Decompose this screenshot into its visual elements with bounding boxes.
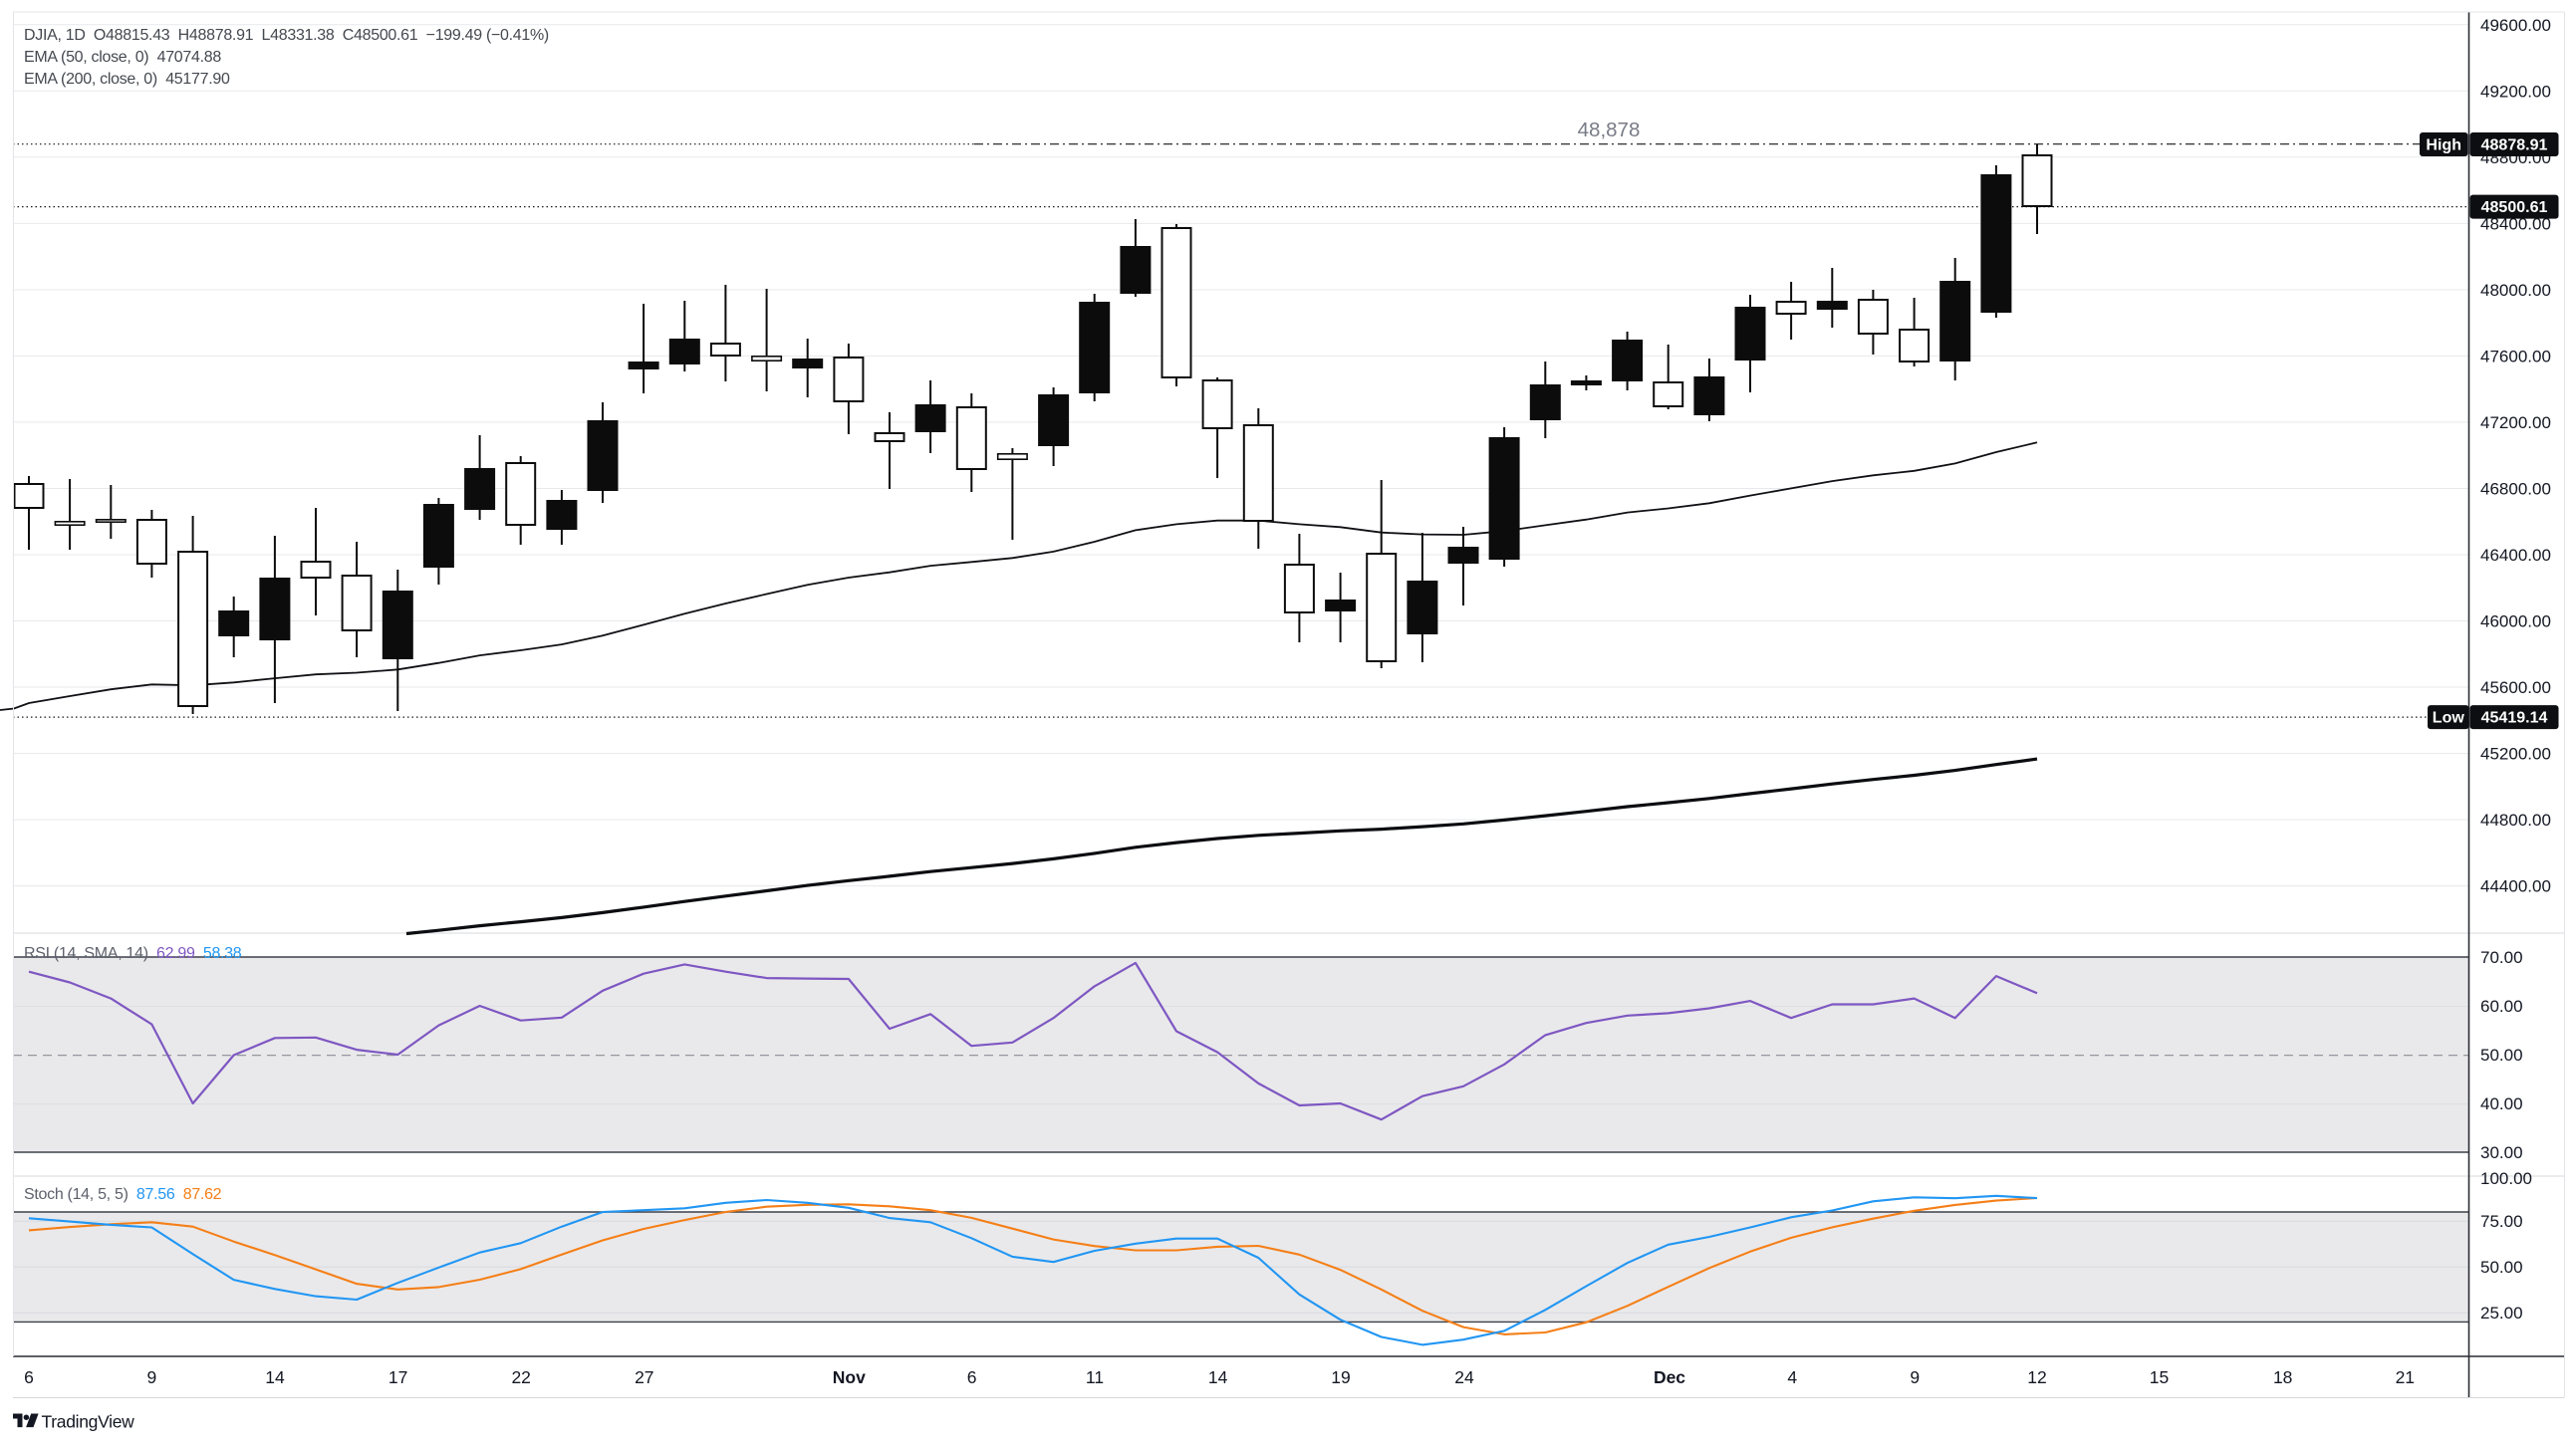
svg-text:49600.00: 49600.00 (2480, 16, 2551, 35)
svg-text:45419.14: 45419.14 (2481, 710, 2548, 727)
svg-text:40.00: 40.00 (2480, 1094, 2523, 1113)
svg-text:EMA (50, close, 0) 47074.88: EMA (50, close, 0) 47074.88 (24, 49, 221, 66)
svg-text:15: 15 (2150, 1367, 2169, 1387)
svg-text:14: 14 (1208, 1367, 1228, 1387)
svg-text:46400.00: 46400.00 (2480, 546, 2551, 565)
svg-text:4: 4 (1787, 1367, 1797, 1387)
svg-text:46800.00: 46800.00 (2480, 480, 2551, 499)
svg-text:21: 21 (2396, 1367, 2415, 1387)
svg-text:48,878: 48,878 (1578, 119, 1641, 141)
svg-text:49200.00: 49200.00 (2480, 82, 2551, 101)
svg-text:47200.00: 47200.00 (2480, 413, 2551, 432)
svg-text:17: 17 (388, 1367, 407, 1387)
svg-text:RSI (14, SMA, 14) 62.99 58.3: RSI (14, SMA, 14) 62.99 58.38 (24, 945, 242, 962)
svg-text:100.00: 100.00 (2480, 1169, 2532, 1188)
svg-text:48878.91: 48878.91 (2481, 137, 2548, 154)
svg-text:EMA (200, close, 0) 45177.90: EMA (200, close, 0) 45177.90 (24, 71, 230, 88)
svg-text:30.00: 30.00 (2480, 1143, 2523, 1162)
svg-text:70.00: 70.00 (2480, 948, 2523, 967)
svg-text:22: 22 (511, 1367, 530, 1387)
svg-text:11: 11 (1086, 1367, 1104, 1387)
svg-text:High: High (2426, 137, 2461, 154)
svg-text:27: 27 (635, 1367, 653, 1387)
svg-text:DJIA, 1D O48815.43 H48878.91: DJIA, 1D O48815.43 H48878.91 L48331.38 C… (24, 27, 549, 44)
svg-text:48000.00: 48000.00 (2480, 281, 2551, 300)
svg-text:25.00: 25.00 (2480, 1304, 2523, 1323)
svg-text:19: 19 (1331, 1367, 1350, 1387)
svg-text:9: 9 (1910, 1367, 1920, 1387)
svg-text:44800.00: 44800.00 (2480, 811, 2551, 830)
svg-text:Low: Low (2433, 710, 2465, 727)
svg-text:6: 6 (967, 1367, 977, 1387)
svg-text:Nov: Nov (833, 1367, 866, 1387)
svg-text:18: 18 (2273, 1367, 2292, 1387)
svg-text:48400.00: 48400.00 (2480, 214, 2551, 233)
svg-text:48500.61: 48500.61 (2481, 199, 2548, 216)
svg-text:44400.00: 44400.00 (2480, 877, 2551, 896)
svg-text:6: 6 (24, 1367, 34, 1387)
svg-text:TradingView: TradingView (42, 1412, 135, 1432)
svg-text:Dec: Dec (1654, 1367, 1685, 1387)
svg-text:75.00: 75.00 (2480, 1212, 2523, 1231)
svg-text:45200.00: 45200.00 (2480, 745, 2551, 764)
svg-text:46000.00: 46000.00 (2480, 612, 2551, 631)
svg-text:14: 14 (265, 1367, 285, 1387)
svg-text:9: 9 (147, 1367, 157, 1387)
svg-text:50.00: 50.00 (2480, 1258, 2523, 1277)
svg-text:12: 12 (2027, 1367, 2046, 1387)
svg-text:60.00: 60.00 (2480, 997, 2523, 1016)
svg-text:45600.00: 45600.00 (2480, 678, 2551, 697)
svg-text:50.00: 50.00 (2480, 1046, 2523, 1065)
svg-text:47600.00: 47600.00 (2480, 347, 2551, 365)
svg-text:24: 24 (1454, 1367, 1474, 1387)
svg-text:Stoch (14, 5, 5) 87.56 87.62: Stoch (14, 5, 5) 87.56 87.62 (24, 1186, 222, 1203)
